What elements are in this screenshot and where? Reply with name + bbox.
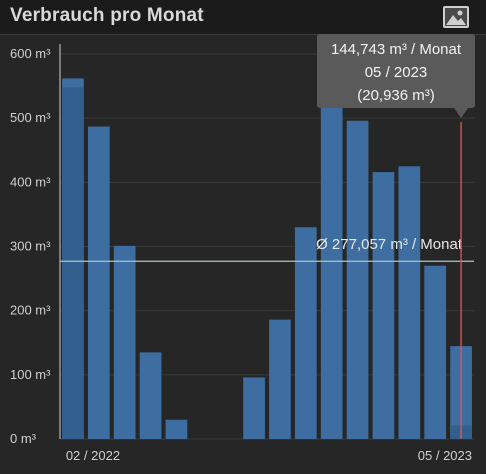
panel-header: Verbrauch pro Monat [0, 0, 486, 35]
bar-chart[interactable]: 0 m³ 100 m³ 200 m³ 300 m³ 400 m³ 500 m³ 600 m³… [0, 34, 486, 474]
bar[interactable] [398, 166, 421, 439]
bar[interactable] [346, 120, 369, 439]
y-tick-label: 0 m³ [10, 431, 37, 446]
bar[interactable] [243, 377, 265, 439]
tooltip-pointer [454, 108, 469, 118]
bar[interactable] [113, 245, 136, 439]
bar[interactable] [294, 227, 317, 439]
tooltip-line: (20,936 m³) [357, 87, 435, 104]
bar[interactable] [269, 319, 291, 439]
y-tick-label: 500 m³ [10, 110, 51, 125]
bar[interactable] [165, 419, 188, 439]
image-icon[interactable] [442, 5, 470, 29]
tooltip [317, 34, 475, 108]
y-tick-label: 200 m³ [10, 303, 51, 318]
x-tick-label: 02 / 2022 [66, 448, 120, 463]
bar[interactable] [320, 105, 343, 439]
y-tick-label: 300 m³ [10, 239, 51, 254]
bar[interactable] [139, 352, 162, 439]
x-tick-label: 05 / 2023 [418, 448, 472, 463]
y-tick-label: 100 m³ [10, 367, 51, 382]
tooltip-line: 144,743 m³ / Monat [331, 41, 462, 58]
panel-title: Verbrauch pro Monat [10, 5, 204, 26]
bar[interactable] [372, 172, 395, 440]
y-tick-label: 600 m³ [10, 46, 51, 61]
tooltip-line: 05 / 2023 [365, 64, 428, 81]
y-tick-label: 400 m³ [10, 174, 51, 189]
bar[interactable] [87, 126, 110, 439]
average-label: Ø 277,057 m³ / Monat [316, 236, 463, 253]
bar-segment [62, 87, 84, 439]
bar[interactable] [424, 265, 447, 439]
